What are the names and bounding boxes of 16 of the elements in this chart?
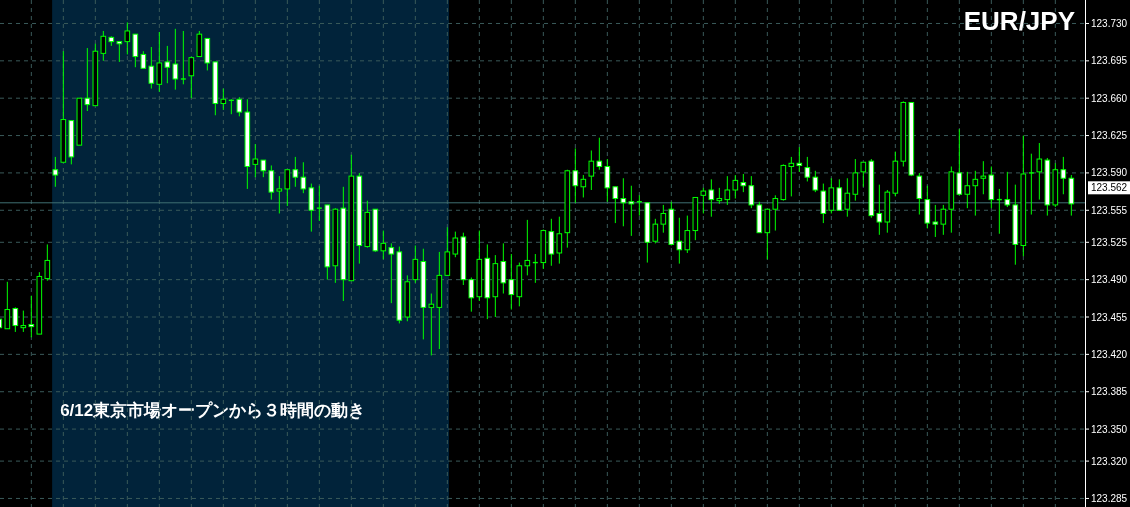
y-tick-label: 123.455 (1091, 311, 1128, 323)
y-tick-label: 123.625 (1091, 130, 1128, 142)
y-tick-label: 123.350 (1091, 423, 1128, 435)
chart-title: EUR/JPY (963, 6, 1075, 36)
y-tick-label: 123.320 (1091, 455, 1128, 467)
y-tick-label: 123.420 (1091, 348, 1128, 360)
y-tick-label: 123.385 (1091, 386, 1128, 398)
y-tick-label: 123.490 (1091, 274, 1128, 286)
y-tick-label: 123.695 (1091, 55, 1128, 67)
y-tick-label: 123.660 (1091, 92, 1128, 104)
y-tick-label: 123.555 (1091, 204, 1128, 216)
y-tick-label: 123.285 (1091, 492, 1128, 504)
y-tick-label: 123.730 (1091, 17, 1128, 29)
y-tick-label: 123.590 (1091, 167, 1128, 179)
annotation: 6/12東京市場オープンから３時間の動き (60, 401, 366, 420)
y-tick-label: 123.525 (1091, 236, 1128, 248)
